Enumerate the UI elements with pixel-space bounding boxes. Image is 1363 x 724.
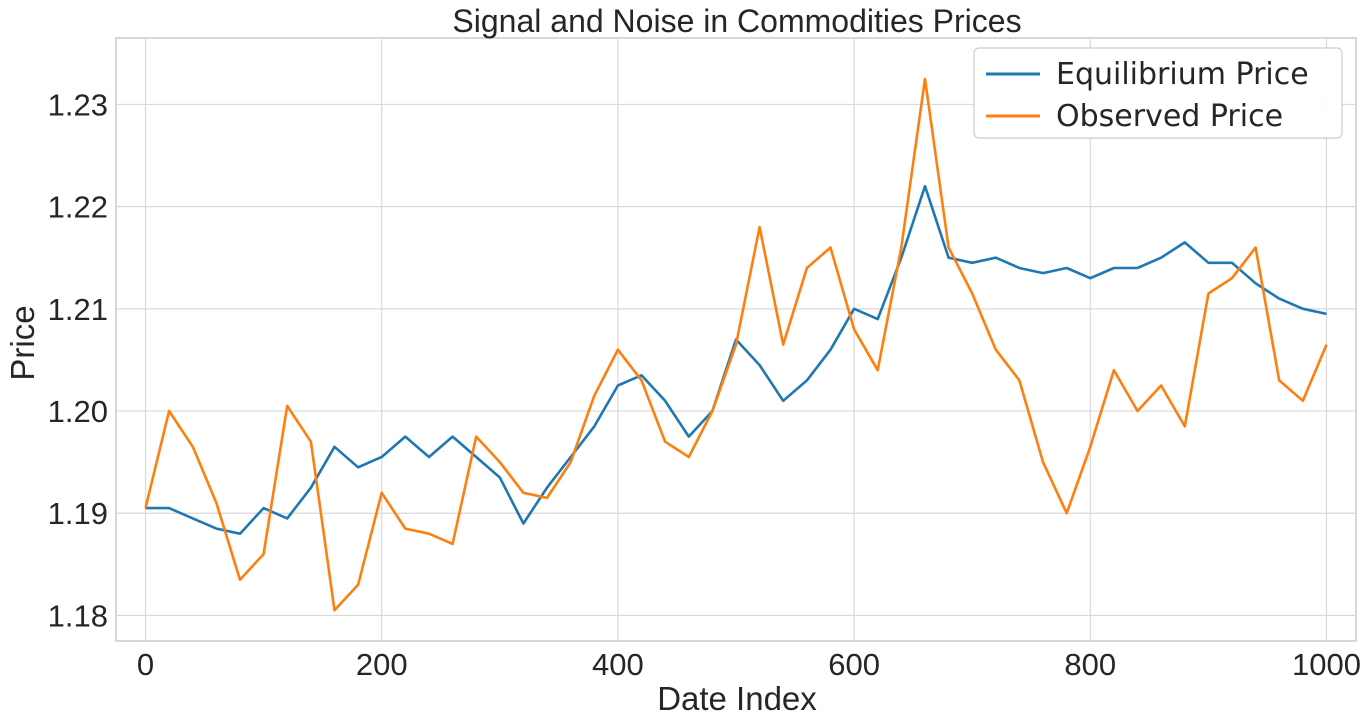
legend-label-observed: Observed Price	[1056, 99, 1283, 134]
y-tick-label: 1.20	[48, 394, 108, 429]
x-tick-label: 0	[137, 647, 154, 682]
legend-box	[973, 47, 1343, 139]
legend: Equilibrium Price Observed Price	[973, 47, 1343, 139]
x-tick-label: 800	[1064, 647, 1116, 682]
x-tick-label: 1000	[1292, 647, 1361, 682]
x-axis-label: Date Index	[657, 680, 817, 717]
y-tick-label: 1.23	[48, 87, 108, 122]
grid	[116, 38, 1356, 641]
tick-labels: 0 200 400 600 800 1000 1.18 1.19 1.20 1.21 1.22 1.2…	[48, 87, 1361, 682]
chart-title: Signal and Noise in Commodities Prices	[452, 3, 1021, 39]
y-tick-label: 1.21	[48, 292, 108, 327]
y-tick-label: 1.19	[48, 496, 108, 531]
y-tick-label: 1.22	[48, 190, 108, 225]
y-tick-label: 1.18	[48, 598, 108, 633]
series-group	[144, 77, 1328, 612]
x-tick-label: 600	[828, 647, 880, 682]
x-tick-label: 400	[592, 647, 644, 682]
series-line-observed-price	[144, 77, 1328, 612]
y-axis-label: Price	[4, 305, 41, 380]
x-tick-label: 200	[356, 647, 408, 682]
legend-label-equilibrium: Equilibrium Price	[1056, 57, 1309, 92]
